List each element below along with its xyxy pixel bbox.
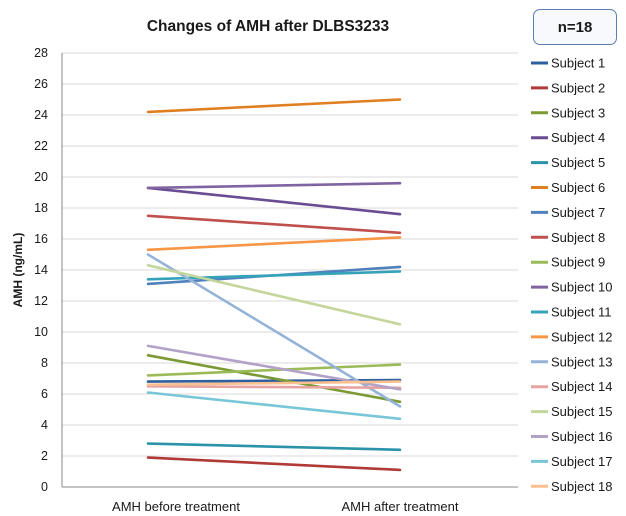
axes [61,53,518,488]
gridlines [62,52,518,457]
y-tick-label: 22 [34,139,48,153]
legend-label: Subject 6 [551,180,605,195]
legend-label: Subject 4 [551,130,605,145]
series-line-subject-4 [146,186,402,216]
y-tick-label: 4 [41,418,48,432]
chart-title: Changes of AMH after DLBS3233 [147,18,390,35]
sample-size-box: n=18 [533,9,617,45]
series-line-subject-18 [146,380,402,387]
legend-label: Subject 1 [551,56,605,71]
y-tick-label: 2 [41,449,48,463]
y-tick-label: 28 [34,46,48,60]
series-line-subject-8 [146,214,402,235]
legend-label: Subject 3 [551,105,605,120]
legend-label: Subject 9 [551,255,605,270]
series-line-subject-2 [146,456,402,472]
series-line-subject-10 [146,181,402,190]
legend-label: Subject 11 [551,305,611,320]
legend: Subject 1 Subject 2 Subject 3 Subject 4 Subj… [531,56,612,494]
series-line-subject-14 [146,384,402,390]
legend-label: Subject 10 [551,280,612,295]
legend-label: Subject 8 [551,230,605,245]
x-tick-labels: AMH before treatment AMH after treatment [112,499,459,514]
y-tick-label: 20 [34,170,48,184]
y-tick-label: 16 [34,232,48,246]
series-line-subject-5 [146,442,402,452]
legend-label: Subject 17 [551,454,612,469]
legend-label: Subject 14 [551,379,612,394]
x-tick-label: AMH before treatment [112,499,240,514]
y-tick-label: 10 [34,325,48,339]
x-tick-label: AMH after treatment [341,499,458,514]
y-axis-label: AMH (ng/mL) [11,233,25,308]
series-line-subject-12 [146,236,402,252]
series-line-subject-15 [146,263,402,326]
legend-label: Subject 13 [551,354,612,369]
sample-size-label: n=18 [557,18,593,36]
series-line-subject-3 [146,353,402,404]
legend-label: Subject 12 [551,329,612,344]
series-lines [146,98,402,472]
y-tick-label: 6 [41,387,48,401]
y-tick-label: 8 [41,356,48,370]
y-tick-label: 18 [34,201,48,215]
legend-label: Subject 2 [551,80,605,95]
legend-label: Subject 18 [551,479,612,494]
legend-label: Subject 16 [551,429,612,444]
y-tick-label: 24 [34,108,48,122]
series-line-subject-9 [146,363,402,377]
legend-label: Subject 15 [551,404,612,419]
series-line-subject-17 [146,391,402,421]
legend-label: Subject 5 [551,155,605,170]
y-tick-label: 14 [34,263,48,277]
y-tick-label: 0 [41,480,48,494]
legend-label: Subject 7 [551,205,605,220]
y-tick-label: 12 [34,294,48,308]
series-line-subject-6 [146,98,402,114]
y-tick-label: 26 [34,77,48,91]
series-line-subject-11 [146,270,402,281]
